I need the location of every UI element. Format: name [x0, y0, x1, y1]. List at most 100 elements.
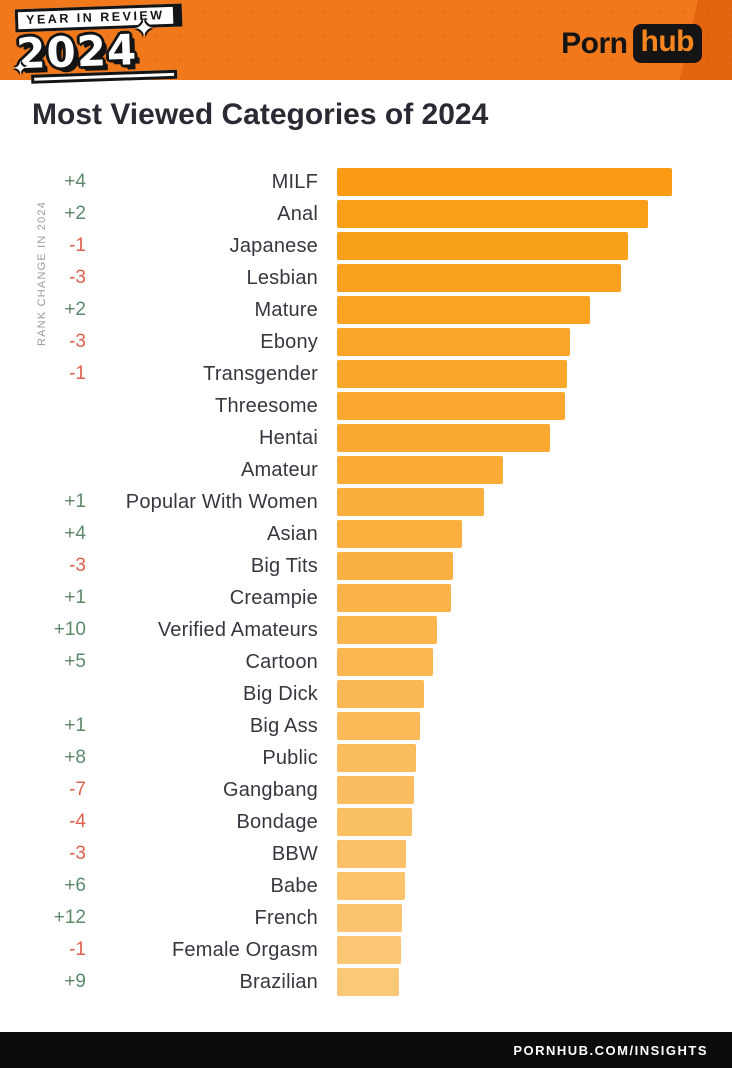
- rank-change: +6: [64, 875, 86, 896]
- bar: [337, 296, 590, 324]
- rank-change: -7: [69, 779, 86, 800]
- pornhub-logo-porn: Porn: [561, 26, 628, 60]
- category-label: Big Ass: [249, 714, 318, 737]
- category-label: Asian: [266, 522, 318, 545]
- category-label: Lesbian: [246, 266, 318, 289]
- sparkle-icon: ✦: [12, 57, 29, 79]
- chart-row: +12 French: [0, 902, 732, 934]
- chart-row: +8 Public: [0, 742, 732, 774]
- category-label: Bondage: [236, 810, 318, 833]
- chart-row: Big Dick: [0, 678, 732, 710]
- bar: [337, 776, 414, 804]
- rank-change: +8: [64, 747, 86, 768]
- rank-change: +2: [64, 299, 86, 320]
- bar: [337, 520, 462, 548]
- chart-row: +4 Asian: [0, 518, 732, 550]
- category-label: Big Tits: [250, 554, 318, 577]
- category-label: Hentai: [258, 426, 318, 449]
- bar: [337, 936, 401, 964]
- rank-change: -1: [69, 939, 86, 960]
- category-label: Gangbang: [222, 778, 318, 801]
- chart-row: +6 Babe: [0, 870, 732, 902]
- chart-row: -3 Lesbian: [0, 262, 732, 294]
- rank-change: -3: [69, 555, 86, 576]
- category-label: MILF: [271, 170, 318, 193]
- rank-change: +1: [64, 491, 86, 512]
- chart-row: Amateur: [0, 454, 732, 486]
- rank-change: +4: [64, 171, 86, 192]
- bar: [337, 744, 416, 772]
- chart-row: +1 Popular With Women: [0, 486, 732, 518]
- rank-change: +1: [64, 587, 86, 608]
- category-label: Amateur: [241, 458, 318, 481]
- bar: [337, 648, 433, 676]
- rank-change: -4: [69, 811, 86, 832]
- pornhub-logo-hub: hub: [640, 25, 695, 58]
- bar: [337, 424, 550, 452]
- category-label: Mature: [254, 298, 318, 321]
- chart-row: Threesome: [0, 390, 732, 422]
- rank-change: -1: [69, 363, 86, 384]
- bar: [337, 552, 453, 580]
- chart-row: +5 Cartoon: [0, 646, 732, 678]
- chart-row: +9 Brazilian: [0, 966, 732, 998]
- bar: [337, 584, 451, 612]
- category-label: BBW: [271, 842, 318, 865]
- chart-row: +2 Mature: [0, 294, 732, 326]
- category-label: Brazilian: [239, 970, 318, 993]
- category-label: Cartoon: [245, 650, 318, 673]
- bar: [337, 616, 437, 644]
- chart-row: -7 Gangbang: [0, 774, 732, 806]
- bar: [337, 840, 406, 868]
- bar: [337, 712, 420, 740]
- bar: [337, 360, 567, 388]
- category-label: Big Dick: [243, 682, 318, 705]
- chart-row: +2 Anal: [0, 198, 732, 230]
- pornhub-logo-hub-badge: hub: [632, 24, 702, 63]
- page-title: Most Viewed Categories of 2024: [32, 98, 489, 131]
- chart-row: -3 Ebony: [0, 326, 732, 358]
- category-label: Japanese: [229, 234, 318, 257]
- rank-change: +9: [64, 971, 86, 992]
- chart-row: +4 MILF: [0, 166, 732, 198]
- category-label: French: [254, 906, 318, 929]
- chart-row: -1 Transgender: [0, 358, 732, 390]
- bar: [337, 872, 405, 900]
- chart-row: +1 Creampie: [0, 582, 732, 614]
- category-label: Female Orgasm: [172, 938, 318, 961]
- pornhub-logo: Porn hub: [561, 24, 702, 63]
- bar: [337, 904, 402, 932]
- chart-row: -1 Female Orgasm: [0, 934, 732, 966]
- bar: [337, 456, 503, 484]
- bar: [337, 392, 565, 420]
- bar: [337, 264, 621, 292]
- chart-row: -1 Japanese: [0, 230, 732, 262]
- sparkle-icon: ✦: [133, 14, 155, 44]
- rank-change: +2: [64, 203, 86, 224]
- header-banner: YEAR IN REVIEW 2024 ✦ ✦ Porn hub: [0, 0, 732, 84]
- chart-row: +1 Big Ass: [0, 710, 732, 742]
- year-2024-text: 2024: [15, 25, 138, 79]
- bar: [337, 968, 399, 996]
- rank-change: +4: [64, 523, 86, 544]
- bar: [337, 808, 412, 836]
- category-label: Transgender: [203, 362, 318, 385]
- category-label: Verified Amateurs: [157, 618, 318, 641]
- bar: [337, 200, 648, 228]
- category-label: Anal: [277, 202, 318, 225]
- rank-change: +5: [64, 651, 86, 672]
- rank-change: -3: [69, 267, 86, 288]
- bar: [337, 680, 424, 708]
- rank-change: -3: [69, 331, 86, 352]
- category-label: Creampie: [229, 586, 318, 609]
- category-label: Popular With Women: [125, 490, 318, 513]
- chart-row: -3 Big Tits: [0, 550, 732, 582]
- category-label: Ebony: [260, 330, 318, 353]
- rank-change: -1: [69, 235, 86, 256]
- chart-rows: +4 MILF +2 Anal -1 Japanese -3 Lesbian +…: [0, 166, 732, 998]
- chart-row: +10 Verified Amateurs: [0, 614, 732, 646]
- rank-change: +10: [53, 619, 86, 640]
- rank-change: -3: [69, 843, 86, 864]
- bar: [337, 488, 484, 516]
